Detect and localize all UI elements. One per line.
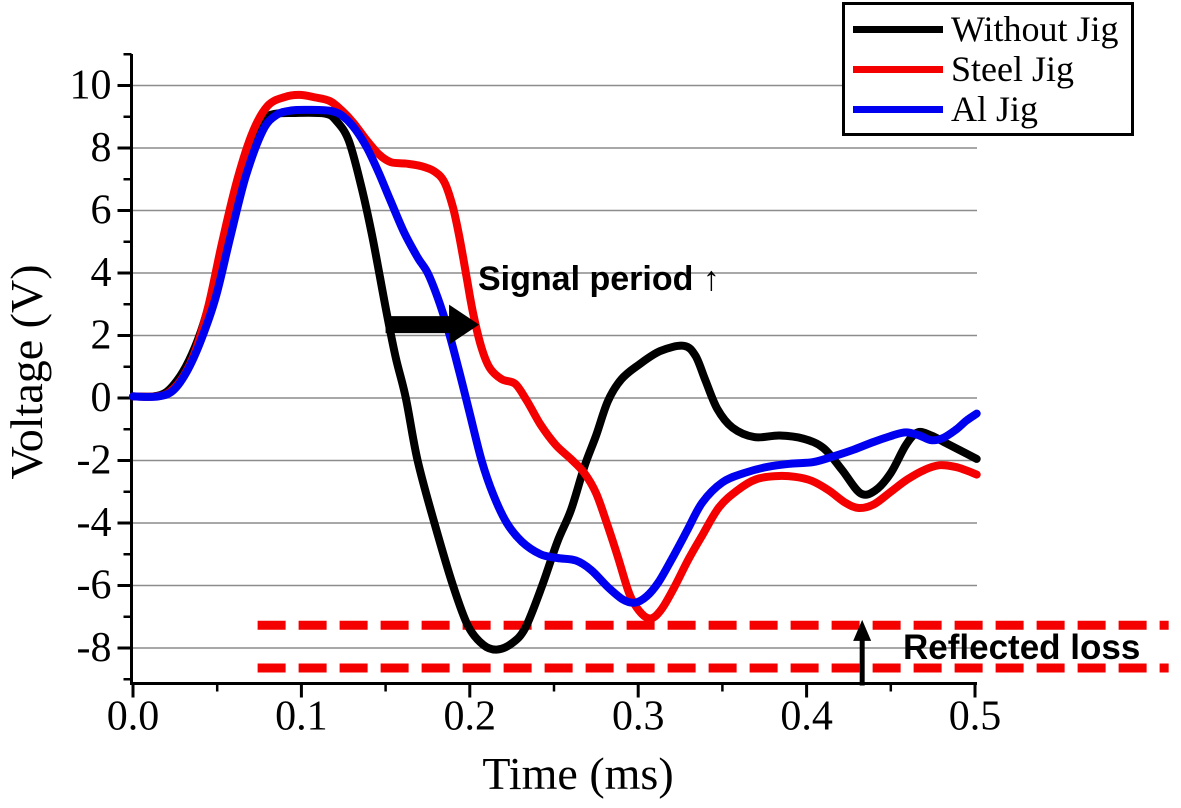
y-tick-label: 0 [91, 375, 112, 421]
y-tick-label: 2 [91, 313, 112, 359]
y-tick-label: 4 [91, 250, 112, 296]
legend-item-steel-jig: Steel Jig [853, 49, 1131, 89]
x-tick-label: 0.3 [612, 693, 665, 739]
x-tick-label: 0.1 [275, 693, 328, 739]
x-axis-title: Time (ms) [482, 748, 674, 799]
reflected-loss-arrow-icon [853, 619, 872, 641]
legend-item-al-jig: Al Jig [853, 89, 1131, 129]
y-tick-label: -6 [77, 563, 112, 609]
legend-label: Steel Jig [951, 49, 1074, 89]
series-al-jig [129, 105, 981, 607]
reflected-loss-annotation: Reflected loss [903, 628, 1141, 667]
signal-period-arrow-icon [385, 304, 480, 345]
y-tick-label: 8 [91, 125, 112, 171]
signal-period-annotation: Signal period ↑ [478, 260, 720, 298]
x-tick-label: 0.4 [780, 693, 833, 739]
y-tick-label: -8 [77, 625, 112, 671]
legend-label: Al Jig [951, 89, 1039, 129]
x-tick-label: 0.0 [107, 693, 160, 739]
y-tick-label: 6 [91, 188, 112, 234]
y-tick-label: 10 [70, 63, 112, 109]
legend-label: Without Jig [951, 9, 1119, 49]
legend-item-without-jig: Without Jig [853, 9, 1131, 49]
legend-line-black-icon [853, 25, 943, 33]
y-axis-title: Voltage (V) [1, 264, 52, 480]
series-steel-jig [129, 90, 981, 623]
y-tick-label: -4 [77, 500, 112, 546]
y-tick-label: -2 [77, 438, 112, 484]
legend-line-blue-icon [853, 105, 943, 113]
x-tick-label: 0.2 [444, 693, 497, 739]
series-without-jig [129, 108, 981, 654]
x-tick-label: 0.5 [949, 693, 1002, 739]
legend-line-red-icon [853, 65, 943, 73]
legend-box: Without Jig Steel Jig Al Jig [842, 2, 1134, 136]
